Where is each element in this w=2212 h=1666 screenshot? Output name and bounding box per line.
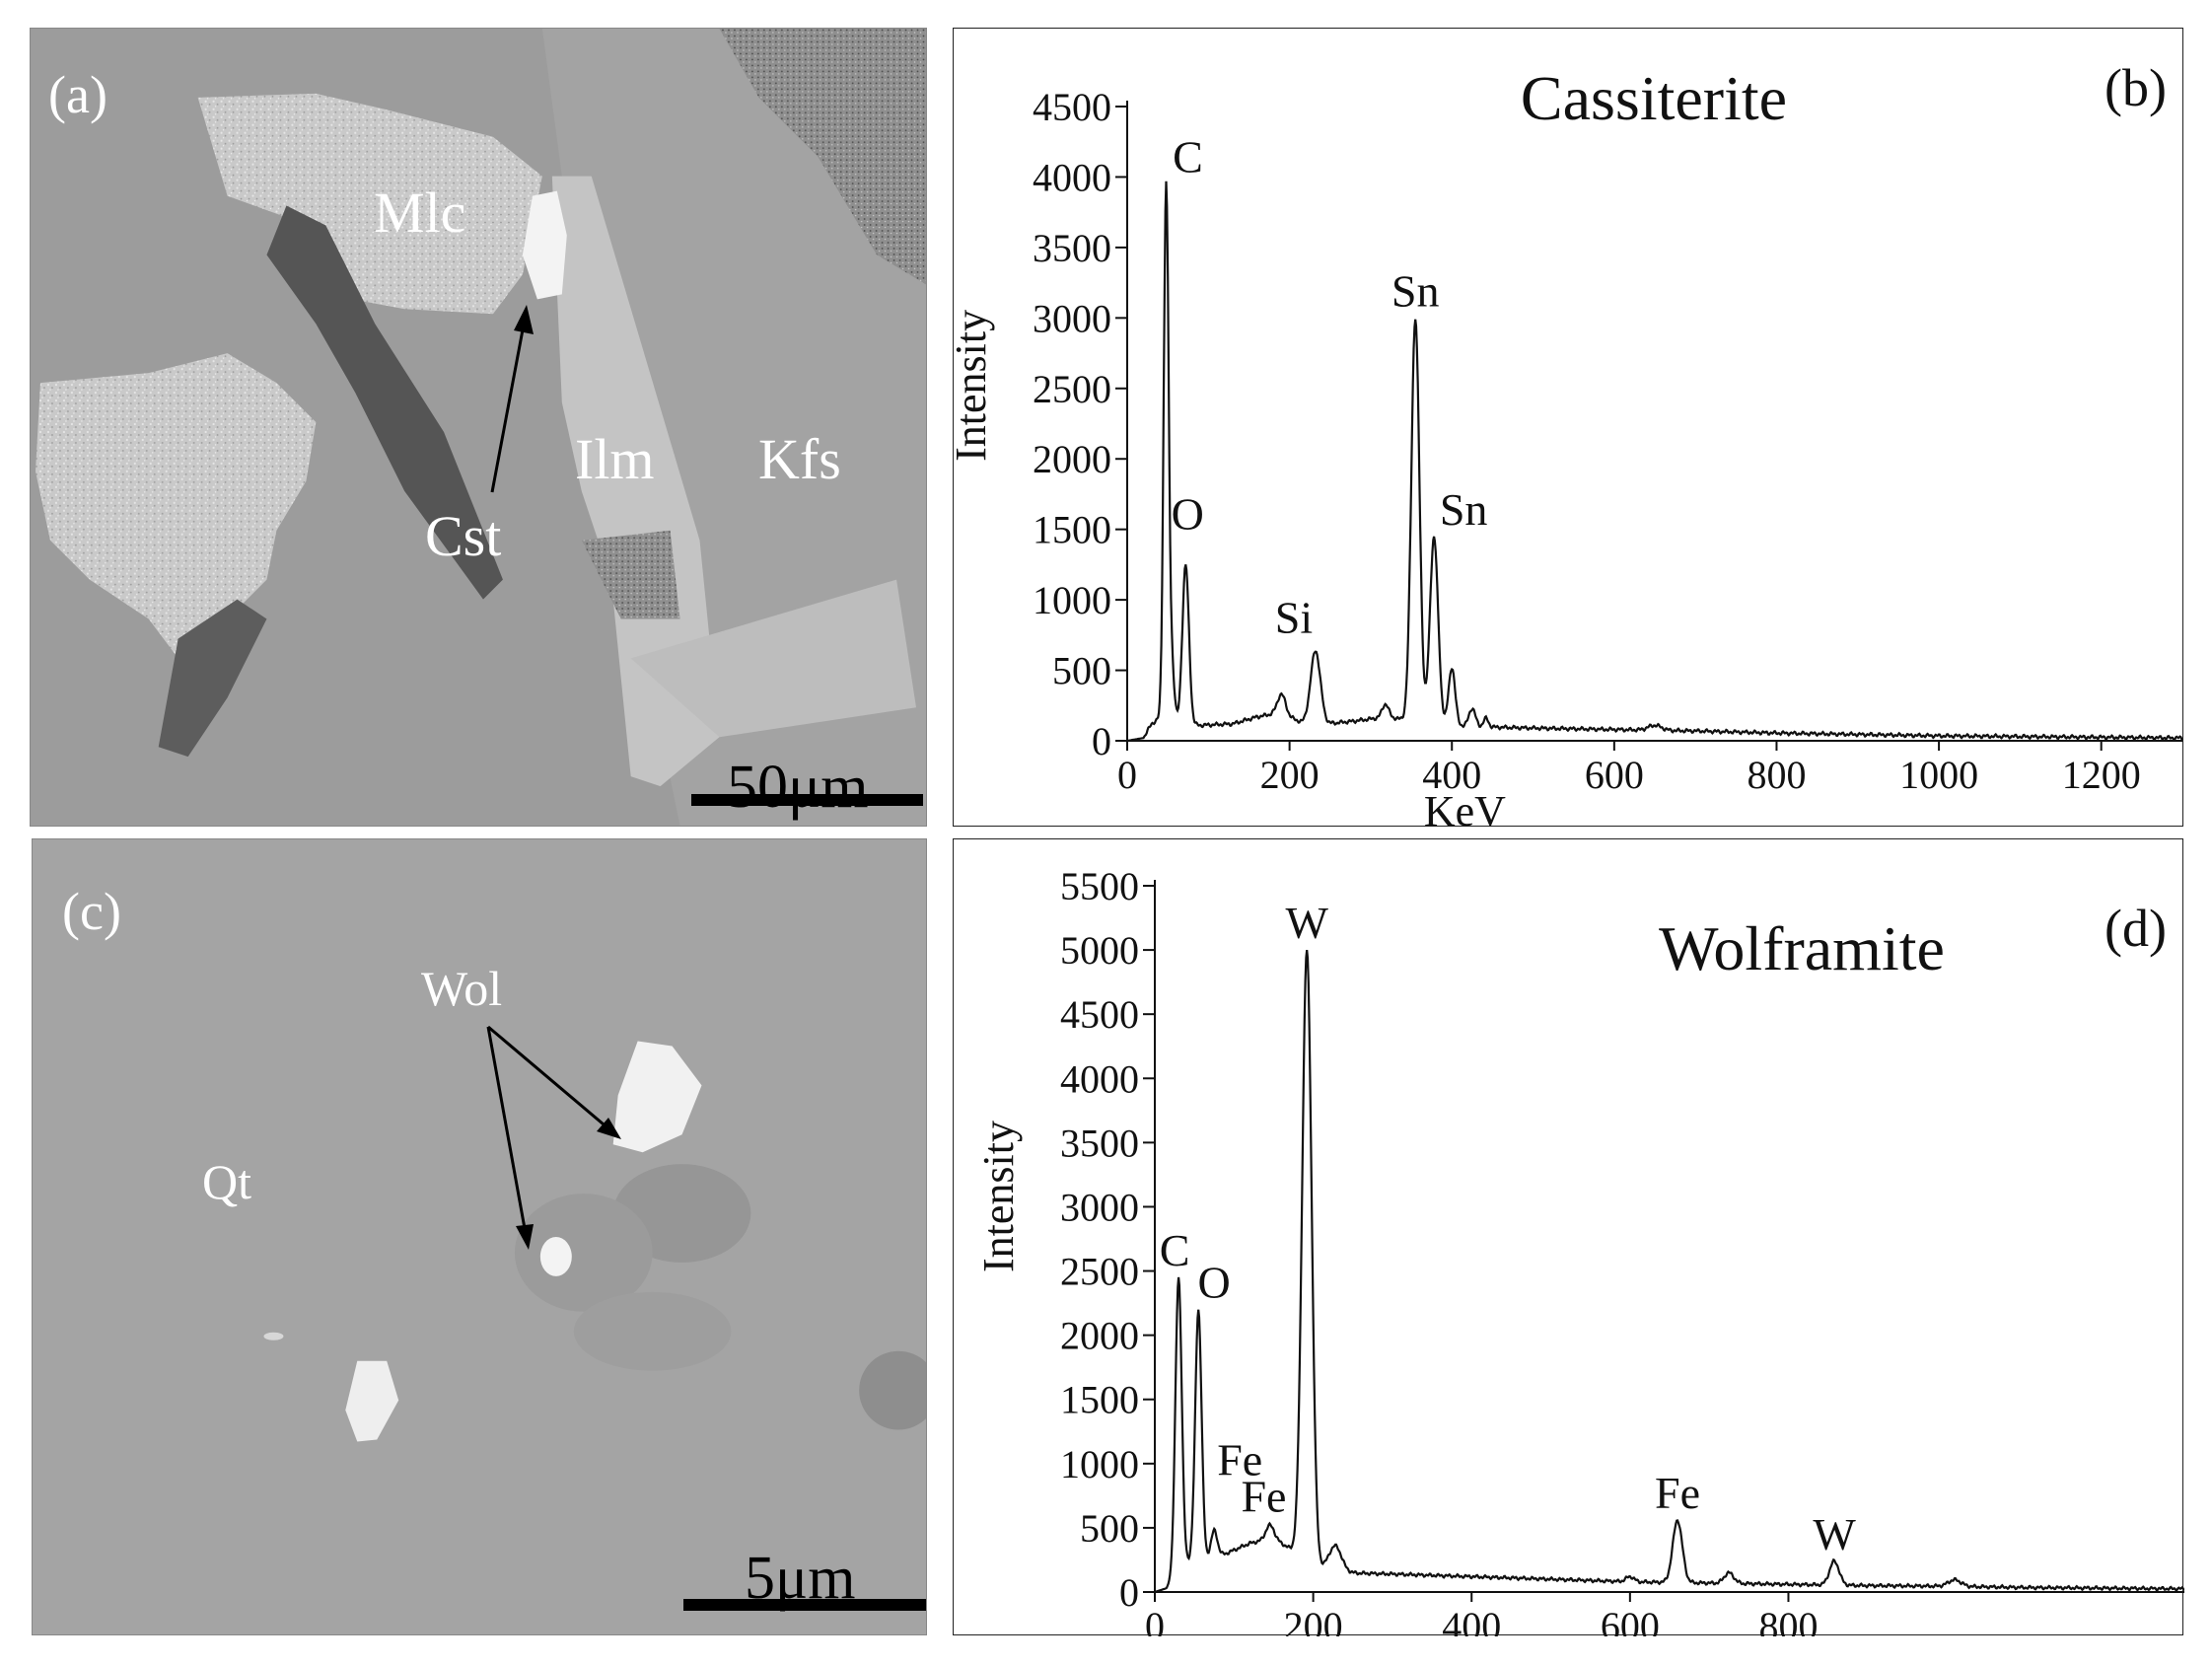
mineral-label-qt: Qt xyxy=(202,1154,251,1209)
y-axis-title: Intensity xyxy=(974,1121,1023,1272)
x-tick-label: 400 xyxy=(1422,753,1481,797)
y-tick-label: 2500 xyxy=(1033,367,1111,411)
chart-title: Wolframite xyxy=(1659,913,1945,983)
panel-label: (b) xyxy=(2105,58,2167,117)
y-tick-label: 1500 xyxy=(1033,508,1111,552)
peak-label: Fe xyxy=(1655,1468,1700,1518)
x-tick-label: 800 xyxy=(1747,753,1806,797)
spectrum-line xyxy=(1126,181,2183,743)
y-tick-label: 2500 xyxy=(1060,1250,1139,1294)
mineral-label-cst: Cst xyxy=(425,504,502,568)
cst-arrow xyxy=(490,305,534,493)
y-tick-label: 0 xyxy=(1119,1570,1139,1615)
y-axis-title: Intensity xyxy=(954,310,995,462)
x-tick-label: 200 xyxy=(1260,753,1320,797)
eds-chart-b: 0 500 1000 1500 2000 2500 3000 3500 4000 4500 0 200… xyxy=(954,58,2183,828)
x-tick-label: 1200 xyxy=(2062,753,2141,797)
peak-label: O xyxy=(1172,488,1204,539)
spectrum-line xyxy=(1154,949,2184,1594)
mineral-label-ilm: Ilm xyxy=(575,427,655,491)
peak-label: O xyxy=(1198,1258,1231,1308)
x-tick-label: 600 xyxy=(1585,753,1644,797)
y-tick-label: 1000 xyxy=(1060,1442,1139,1486)
x-tick-label: 200 xyxy=(1284,1604,1343,1636)
bse-image-c xyxy=(33,839,926,1634)
peak-label: Fe xyxy=(1217,1435,1262,1485)
x-tick-label: 0 xyxy=(1145,1604,1165,1636)
x-axis-title: KeV xyxy=(1424,787,1506,828)
y-tick-label: 1000 xyxy=(1033,578,1111,622)
y-tick-label: 4000 xyxy=(1033,155,1111,199)
y-tick-label: 3500 xyxy=(1033,226,1111,270)
peak-label: Sn xyxy=(1440,484,1488,535)
bse-image-panel-a: (a) Mlc Cst Ilm Kfs 50μm xyxy=(30,28,927,827)
mineral-label-wol: Wol xyxy=(421,961,503,1016)
scale-bar-a xyxy=(691,794,923,806)
bse-image-panel-c: (c) Wol Qt 5μm xyxy=(32,838,927,1635)
x-tick-label: 600 xyxy=(1601,1604,1660,1636)
peak-label: W xyxy=(1285,898,1328,948)
y-tick-label: 2000 xyxy=(1060,1314,1139,1358)
x-tick-label: 0 xyxy=(1117,753,1137,797)
peak-label: C xyxy=(1173,132,1203,182)
panel-label-c: (c) xyxy=(62,882,121,941)
y-tick-label: 4500 xyxy=(1033,85,1111,129)
eds-chart-panel-b: 0 500 1000 1500 2000 2500 3000 3500 4000 4500 0 200… xyxy=(953,28,2183,828)
x-tick-label: 1000 xyxy=(1899,753,1978,797)
peak-label: C xyxy=(1160,1225,1190,1275)
y-tick-label: 1500 xyxy=(1060,1378,1139,1422)
y-tick-label: 3000 xyxy=(1060,1185,1139,1229)
x-tick-label: 800 xyxy=(1758,1604,1818,1636)
scale-text-a: 50μm xyxy=(727,754,869,821)
y-tick-label: 5000 xyxy=(1060,928,1139,973)
eds-chart-panel-d: 0 500 1000 1500 2000 2500 3000 3500 4000 4500 5000… xyxy=(953,838,2184,1636)
chart-title: Cassiterite xyxy=(1521,63,1787,133)
y-tick-label: 4500 xyxy=(1060,992,1139,1037)
peak-label: Si xyxy=(1275,593,1313,643)
y-tick-label: 3000 xyxy=(1033,296,1111,340)
mineral-label-kfs: Kfs xyxy=(758,427,841,491)
peak-label: Fe xyxy=(1241,1471,1286,1521)
y-tick-label: 3500 xyxy=(1060,1121,1139,1165)
wol-arrows xyxy=(486,1025,621,1250)
bse-image-a xyxy=(31,29,926,826)
y-tick-label: 4000 xyxy=(1060,1056,1139,1101)
eds-chart-d: 0500100015002000250030003500400045005000… xyxy=(974,864,2184,1636)
scale-text-c: 5μm xyxy=(745,1545,856,1612)
x-tick-label: 400 xyxy=(1442,1604,1501,1636)
y-tick-label: 5500 xyxy=(1060,864,1139,908)
peak-label: W xyxy=(1813,1509,1856,1559)
y-tick-label: 2000 xyxy=(1033,437,1111,481)
panel-label: (d) xyxy=(2105,899,2167,958)
peak-label: Sn xyxy=(1391,265,1440,316)
y-tick-label: 500 xyxy=(1052,649,1111,693)
scale-bar-c xyxy=(683,1599,926,1611)
panel-label-a: (a) xyxy=(48,65,107,124)
y-tick-label: 0 xyxy=(1092,719,1111,763)
mineral-label-mlc: Mlc xyxy=(374,181,466,245)
y-tick-label: 500 xyxy=(1080,1506,1139,1551)
